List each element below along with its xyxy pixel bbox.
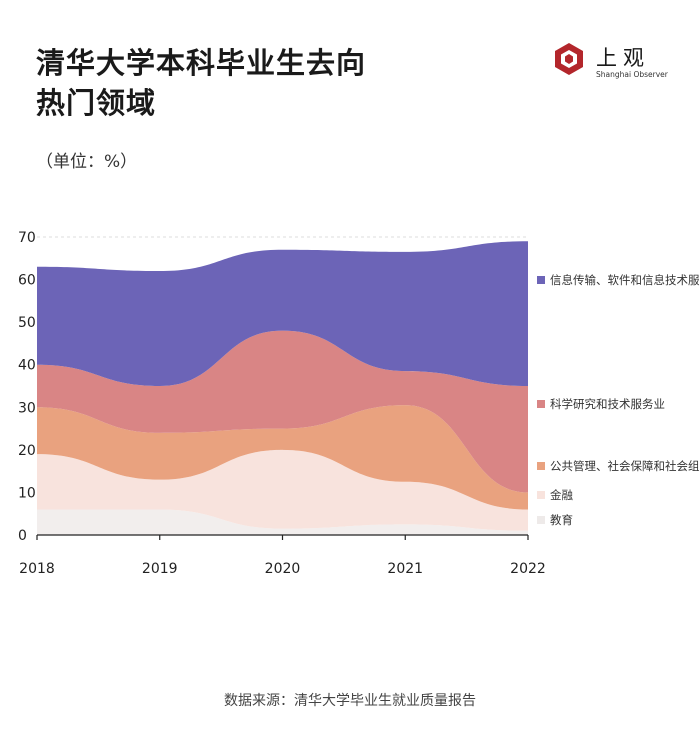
page-title-line2: 热门领域 bbox=[36, 86, 157, 120]
legend-item: 信息传输、软件和信息技术服务业 bbox=[537, 272, 700, 288]
legend-item: 金融 bbox=[537, 487, 573, 503]
y-tick-label-3: 30 bbox=[18, 400, 36, 416]
y-tick-label-2: 20 bbox=[18, 443, 36, 459]
legend-swatch bbox=[537, 400, 545, 408]
legend-label: 公共管理、社会保障和社会组织 bbox=[550, 459, 700, 473]
area-2 bbox=[37, 405, 528, 510]
y-tick-label-7: 70 bbox=[18, 230, 36, 246]
logo-text: 上观 bbox=[596, 46, 650, 70]
y-tick-label-1: 10 bbox=[18, 485, 36, 501]
area-1 bbox=[37, 449, 528, 531]
y-tick-label-6: 60 bbox=[18, 273, 36, 289]
area-3 bbox=[37, 330, 528, 493]
logo-mark-icon bbox=[555, 43, 583, 75]
legend-item: 教育 bbox=[537, 512, 573, 528]
x-tick-label-4: 2022 bbox=[510, 561, 546, 577]
brand-logo: 上观 Shanghai Observer bbox=[552, 42, 672, 82]
legend-item: 科学研究和技术服务业 bbox=[537, 396, 665, 412]
y-tick-label-4: 40 bbox=[18, 358, 36, 374]
legend-label: 金融 bbox=[550, 488, 573, 502]
stacked-area-chart: 0 10 20 30 40 50 60 70 2018 2019 2020 2021 2022 bbox=[18, 230, 546, 577]
legend-swatch bbox=[537, 516, 545, 524]
legend-swatch bbox=[537, 491, 545, 499]
area-4 bbox=[37, 241, 528, 386]
legend-label: 教育 bbox=[550, 513, 573, 527]
unit-label: （单位：%） bbox=[36, 152, 138, 172]
page-title: 清华大学本科毕业生去向 bbox=[36, 46, 367, 80]
x-tick-label-2: 2020 bbox=[265, 561, 301, 577]
data-source: 数据来源：清华大学毕业生就业质量报告 bbox=[224, 693, 476, 709]
x-tick-label-0: 2018 bbox=[19, 561, 55, 577]
x-tick-label-1: 2019 bbox=[142, 561, 178, 577]
x-tick-label-3: 2021 bbox=[387, 561, 423, 577]
area-0 bbox=[37, 509, 528, 535]
legend-item: 公共管理、社会保障和社会组织 bbox=[537, 458, 700, 474]
logo-subtext: Shanghai Observer bbox=[596, 70, 668, 79]
legend-swatch bbox=[537, 276, 545, 284]
y-tick-label-0: 0 bbox=[18, 528, 27, 544]
legend-label: 信息传输、软件和信息技术服务业 bbox=[550, 273, 700, 287]
y-tick-label-5: 50 bbox=[18, 315, 36, 331]
legend-swatch bbox=[537, 462, 545, 470]
legend-label: 科学研究和技术服务业 bbox=[550, 397, 665, 411]
